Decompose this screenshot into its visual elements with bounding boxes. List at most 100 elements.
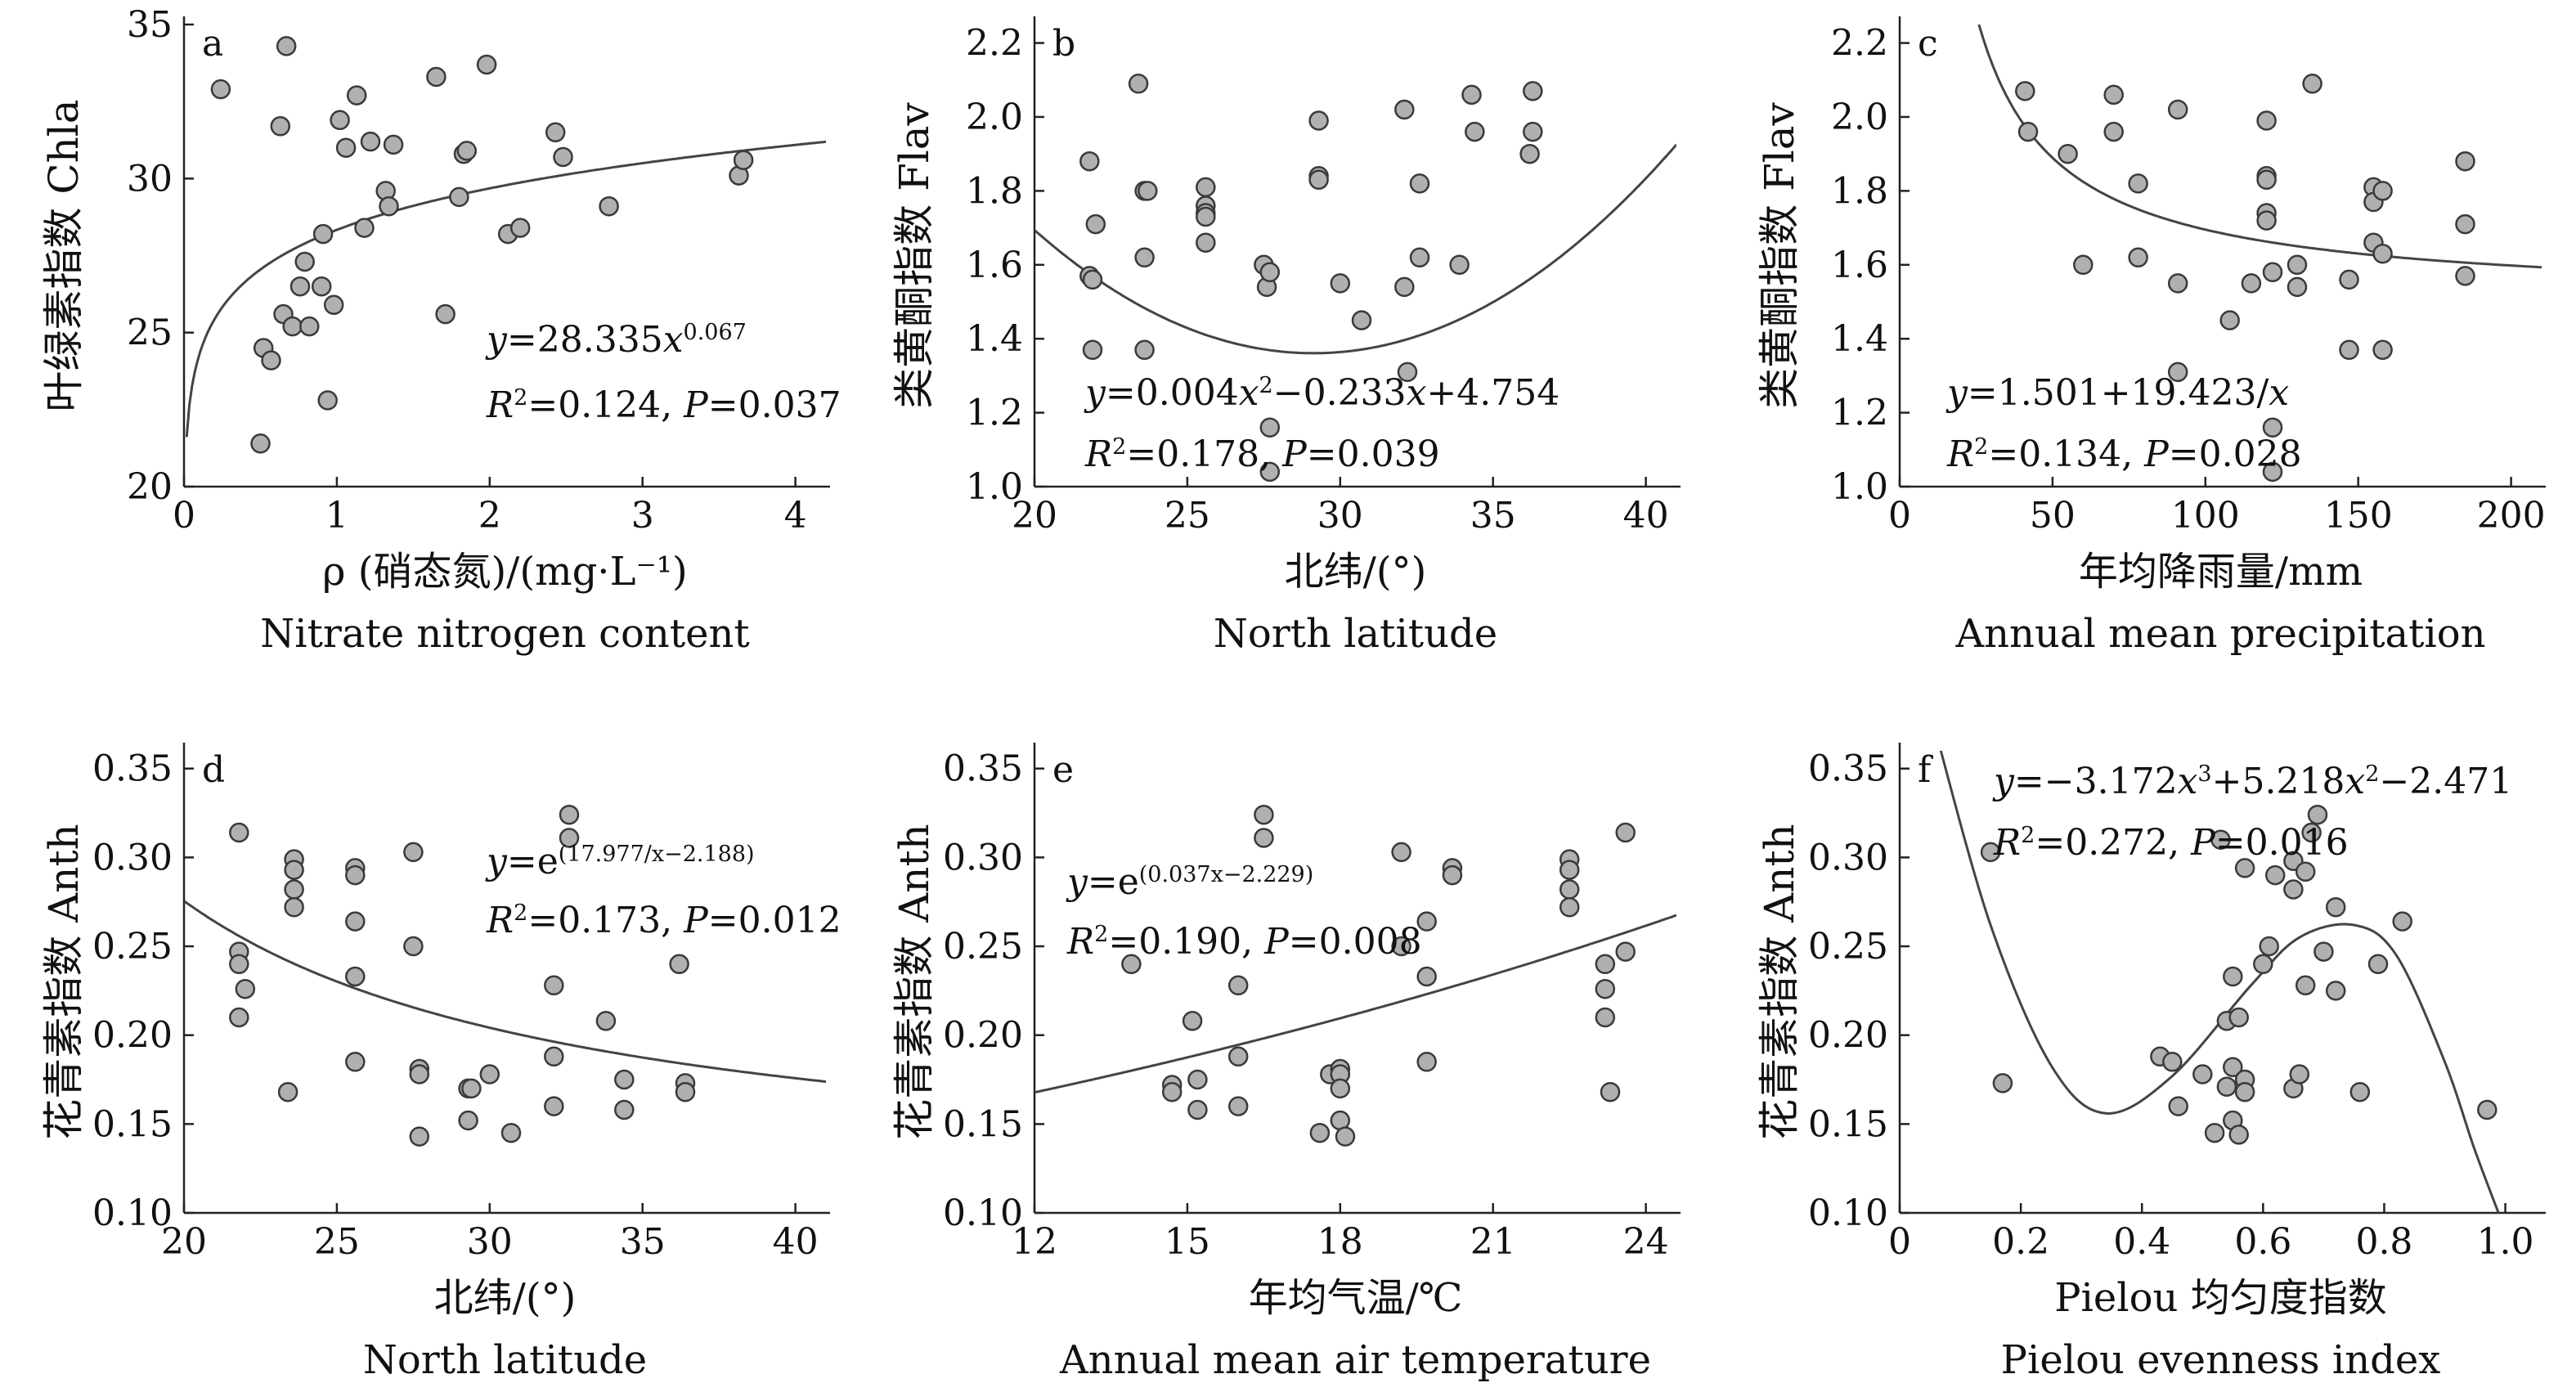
x-tick-label: 0.8 — [2355, 1221, 2412, 1263]
x-tick-label: 1 — [325, 495, 348, 537]
y-axis-label: 花青素指数 Anth — [40, 824, 88, 1140]
data-point — [1259, 417, 1281, 438]
data-point — [270, 116, 291, 137]
data-point — [409, 1126, 430, 1147]
panel-b: 20 25 30 35 40 1.0 1.2 1.4 1.6 1.8 2.0 2.2 b 类黄酮指数 Fl… — [891, 16, 1681, 657]
data-point — [1196, 177, 1216, 198]
data-point — [1351, 310, 1372, 330]
x-tick-label: 15 — [1165, 1221, 1210, 1263]
data-point — [1397, 361, 1418, 383]
data-point — [500, 1122, 522, 1143]
y-tick-label: 0.30 — [92, 837, 173, 878]
data-point — [250, 433, 271, 454]
data-point — [456, 141, 478, 161]
data-point — [1519, 143, 1540, 164]
data-point — [2302, 74, 2322, 94]
data-point — [2264, 864, 2286, 886]
data-point — [614, 1069, 635, 1090]
data-point — [544, 1096, 564, 1116]
data-point — [2103, 121, 2124, 142]
data-point — [1559, 879, 1580, 900]
data-point — [509, 218, 531, 238]
data-point — [1161, 1081, 1183, 1102]
panel-letter: f — [1918, 749, 1933, 791]
y-axis-label: 花青素指数 Anth — [891, 824, 938, 1140]
data-point — [2256, 169, 2277, 191]
data-point — [1330, 1078, 1351, 1099]
x-tick-label: 2 — [478, 495, 501, 537]
y-tick-label: 0.15 — [943, 1103, 1023, 1145]
data-point — [2192, 1064, 2213, 1084]
data-point — [2283, 879, 2304, 900]
fit-equation: y=−3.172x3+5.218x2−2.471 — [1992, 761, 2512, 802]
data-point — [2228, 1125, 2249, 1145]
data-point — [289, 276, 311, 297]
data-point — [2234, 858, 2255, 878]
y-axis-label: 叶绿素指数 Chla — [40, 99, 88, 411]
data-point — [2325, 981, 2346, 1001]
data-point — [559, 828, 580, 848]
data-point — [2216, 1076, 2237, 1097]
data-point — [335, 137, 357, 158]
data-point — [544, 975, 564, 996]
data-point — [2339, 269, 2359, 290]
data-point — [1085, 213, 1106, 235]
y-tick-label: 20 — [127, 466, 173, 508]
data-point — [2210, 829, 2231, 850]
fit-statistics: R2=0.134, P=0.028 — [1946, 433, 2302, 475]
data-point — [2253, 954, 2273, 975]
panel-a: 0 1 2 3 4 20 25 30 35 a 叶绿素指数 Chla ρ (硝态氮)/(mg·L⁻¹)… — [40, 4, 841, 657]
data-point — [312, 223, 334, 245]
y-tick-label: 0.20 — [1808, 1015, 1888, 1057]
data-point — [2204, 1122, 2225, 1143]
data-point — [2367, 954, 2389, 975]
fit-statistics: R2=0.272, P=0.016 — [1993, 822, 2349, 864]
x-tick-label: 0 — [1888, 1221, 1911, 1263]
x-tick-label: 25 — [314, 1221, 360, 1263]
data-point — [458, 1110, 478, 1131]
data-point — [2256, 110, 2277, 131]
x-tick-label: 20 — [1012, 495, 1057, 537]
data-point — [2167, 361, 2188, 383]
data-point — [294, 251, 315, 272]
data-point — [323, 294, 344, 316]
data-point — [346, 85, 367, 106]
y-tick-label: 1.2 — [1831, 393, 1888, 434]
x-tick-label: 35 — [1470, 495, 1516, 537]
data-point — [229, 954, 249, 975]
data-point — [2392, 911, 2412, 932]
data-point — [2234, 1081, 2255, 1102]
data-point — [733, 150, 754, 170]
y-tick-label: 1.8 — [966, 170, 1023, 212]
panel-f: 0 0.2 0.4 0.6 0.8 1.0 0.10 0.15 0.20 0.25 0.30 0.35… — [1756, 743, 2546, 1383]
data-point — [2162, 1052, 2183, 1072]
x-tick-label: 20 — [161, 1221, 207, 1263]
data-point — [2259, 936, 2279, 957]
y-tick-label: 0.25 — [943, 926, 1023, 968]
data-point — [1254, 828, 1274, 848]
x-tick-label: 35 — [620, 1221, 666, 1263]
data-point — [383, 134, 404, 155]
data-point — [2262, 262, 2283, 283]
x-tick-label: 0.2 — [1992, 1221, 2049, 1263]
x-tick-label: 25 — [1165, 495, 1210, 537]
data-point — [2295, 861, 2316, 882]
fit-equation: y=28.335x0.067 — [485, 319, 747, 361]
data-point — [2128, 173, 2148, 194]
data-point — [1187, 1099, 1208, 1120]
data-point — [1409, 247, 1430, 268]
data-point — [409, 1064, 430, 1084]
data-point — [479, 1064, 500, 1084]
x-tick-label: 100 — [2171, 495, 2240, 537]
data-point — [360, 131, 381, 152]
data-point — [284, 860, 304, 880]
y-tick-label: 2.2 — [1831, 23, 1888, 65]
data-point — [1309, 1122, 1331, 1143]
y-tick-label: 35 — [127, 4, 173, 46]
data-point — [614, 1099, 635, 1120]
fit-statistics: R2=0.178, P=0.039 — [1084, 433, 1440, 475]
x-axis-label-en: Annual mean air temperature — [1059, 1337, 1651, 1383]
panel-letter: a — [202, 23, 223, 65]
data-point — [2301, 822, 2322, 843]
y-axis-label: 类黄酮指数 Flav — [891, 101, 938, 408]
